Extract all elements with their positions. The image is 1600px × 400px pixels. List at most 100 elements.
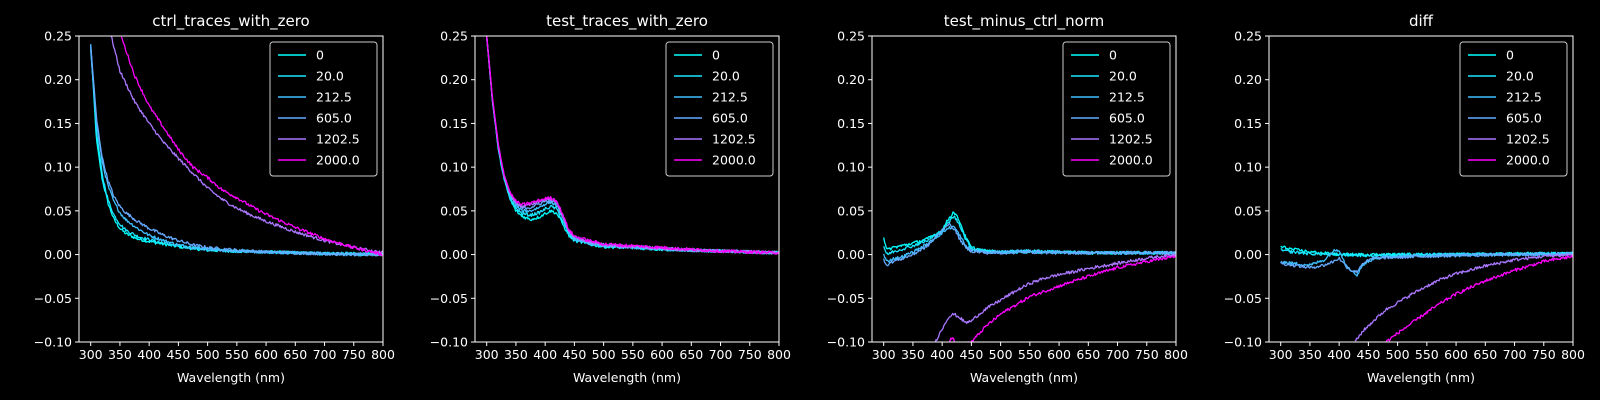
- x-axis-label: Wavelength (nm): [177, 370, 285, 385]
- y-tick-label: 0.05: [1234, 203, 1262, 218]
- x-tick-label: 500: [989, 347, 1013, 362]
- y-tick-label: 0.00: [1234, 247, 1262, 262]
- legend: 0 20.0 212.5 605.0 1202.5 2000.0: [665, 41, 774, 177]
- y-tick-label: −0.10: [1224, 335, 1262, 350]
- x-tick-label: 400: [137, 347, 161, 362]
- x-tick-label: 300: [79, 347, 103, 362]
- y-tick-label: −0.10: [34, 335, 72, 350]
- x-tick-label: 800: [767, 347, 791, 362]
- x-tick-label: 600: [1047, 347, 1071, 362]
- x-tick-label: 500: [1386, 347, 1410, 362]
- series-line-605.0: [1280, 251, 1573, 274]
- series-line-1202.5: [934, 253, 1176, 342]
- x-tick-label: 800: [371, 347, 395, 362]
- series-group: [1280, 245, 1573, 342]
- x-tick-label: 350: [504, 347, 528, 362]
- chart-panel-1: 300 350 400 450 500 550 600 650 700 750 800 −0.10 −0…: [34, 12, 395, 385]
- legend-label: 1202.5: [1506, 132, 1550, 147]
- legend-label: 2000.0: [1506, 153, 1550, 168]
- x-tick-label: 400: [930, 347, 954, 362]
- legend-label: 212.5: [712, 90, 748, 105]
- series-line-2000.0: [486, 36, 779, 255]
- x-tick-label: 300: [1269, 347, 1293, 362]
- y-tick-label: 0.15: [44, 116, 72, 131]
- x-tick-label: 700: [709, 347, 733, 362]
- series-line-20.0: [883, 215, 1176, 256]
- x-tick-label: 750: [738, 347, 762, 362]
- series-line-2000.0: [120, 36, 383, 256]
- legend-label: 20.0: [712, 69, 740, 84]
- x-tick-label: 600: [650, 347, 674, 362]
- legend-label: 1202.5: [1109, 132, 1153, 147]
- x-tick-label: 750: [1135, 347, 1159, 362]
- series-line-605.0: [883, 222, 1176, 267]
- y-tick-label: 0.25: [440, 29, 468, 44]
- x-tick-label: 350: [901, 347, 925, 362]
- y-tick-label: 0.00: [837, 247, 865, 262]
- x-tick-label: 450: [166, 347, 190, 362]
- x-tick-label: 400: [1327, 347, 1351, 362]
- x-tick-label: 350: [1298, 347, 1322, 362]
- y-tick-label: 0.25: [44, 29, 72, 44]
- y-tick-label: −0.05: [430, 291, 468, 306]
- y-tick-label: −0.10: [827, 335, 865, 350]
- axes-frame: [474, 35, 780, 343]
- y-tick-label: 0.15: [440, 116, 468, 131]
- series-group: [90, 36, 383, 257]
- legend-label: 605.0: [712, 111, 748, 126]
- y-tick-label: 0.10: [837, 160, 865, 175]
- chart-panel-3: 300 350 400 450 500 550 600 650 700 750 800 −0.10 −0…: [827, 12, 1188, 385]
- legend-label: 0: [316, 48, 324, 63]
- legend-label: 212.5: [1109, 90, 1145, 105]
- y-tick-label: 0.20: [1234, 72, 1262, 87]
- x-tick-label: 650: [679, 347, 703, 362]
- series-group: [486, 36, 779, 255]
- x-tick-label: 750: [1532, 347, 1556, 362]
- x-tick-label: 550: [1415, 347, 1439, 362]
- y-tick-label: 0.25: [837, 29, 865, 44]
- y-tick-label: 0.00: [44, 247, 72, 262]
- y-tick-label: 0.15: [1234, 116, 1262, 131]
- x-tick-label: 300: [475, 347, 499, 362]
- legend-label: 0: [1109, 48, 1117, 63]
- legend-label: 20.0: [1506, 69, 1534, 84]
- legend-label: 605.0: [316, 111, 352, 126]
- legend-label: 2000.0: [1109, 153, 1153, 168]
- y-tick-label: −0.05: [827, 291, 865, 306]
- y-tick-label: −0.05: [1224, 291, 1262, 306]
- x-tick-label: 600: [1444, 347, 1468, 362]
- legend-label: 605.0: [1109, 111, 1145, 126]
- y-tick-label: 0.20: [44, 72, 72, 87]
- x-tick-label: 300: [872, 347, 896, 362]
- y-tick-label: 0.00: [440, 247, 468, 262]
- x-tick-label: 650: [1076, 347, 1100, 362]
- legend-label: 20.0: [316, 69, 344, 84]
- y-tick-label: 0.25: [1234, 29, 1262, 44]
- legend-label: 2000.0: [712, 153, 756, 168]
- x-tick-label: 700: [1503, 347, 1527, 362]
- axes-frame: [871, 35, 1177, 343]
- chart-panel-2: 300 350 400 450 500 550 600 650 700 750 800 −0.10 −0…: [430, 12, 791, 385]
- y-tick-label: −0.05: [34, 291, 72, 306]
- chart-title: diff: [1409, 12, 1434, 30]
- x-tick-label: 450: [1356, 347, 1380, 362]
- legend: 0 20.0 212.5 605.0 1202.5 2000.0: [1459, 41, 1568, 177]
- x-tick-label: 450: [959, 347, 983, 362]
- y-tick-label: 0.05: [837, 203, 865, 218]
- series-line-1202.5: [1354, 253, 1573, 342]
- x-tick-label: 500: [592, 347, 616, 362]
- y-tick-label: 0.10: [1234, 160, 1262, 175]
- y-tick-label: 0.05: [44, 203, 72, 218]
- x-tick-label: 550: [621, 347, 645, 362]
- x-tick-label: 700: [1106, 347, 1130, 362]
- x-tick-label: 800: [1164, 347, 1188, 362]
- y-tick-label: 0.10: [44, 160, 72, 175]
- x-axis-label: Wavelength (nm): [970, 370, 1078, 385]
- x-tick-label: 400: [533, 347, 557, 362]
- legend-label: 212.5: [316, 90, 352, 105]
- x-axis-label: Wavelength (nm): [573, 370, 681, 385]
- x-tick-label: 550: [225, 347, 249, 362]
- y-tick-label: 0.10: [440, 160, 468, 175]
- legend: 0 20.0 212.5 605.0 1202.5 2000.0: [269, 41, 378, 177]
- series-line-0: [883, 211, 1176, 255]
